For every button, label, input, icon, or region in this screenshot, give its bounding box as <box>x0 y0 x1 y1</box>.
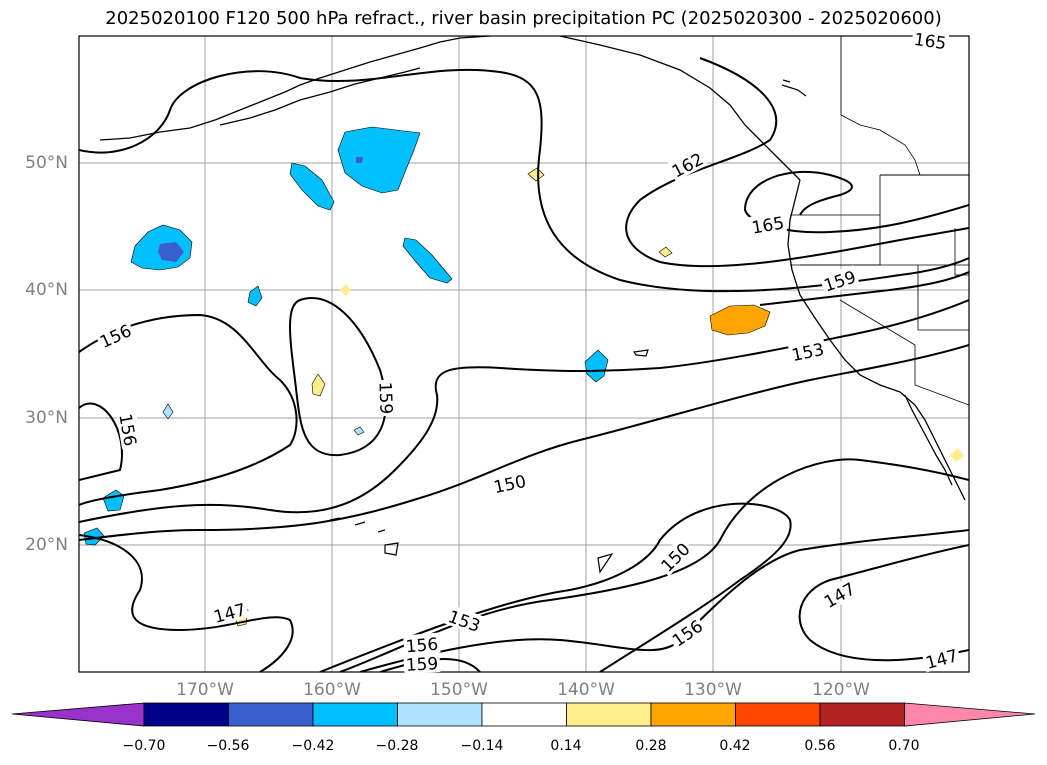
patch-pos-1 <box>709 304 771 336</box>
colorbar-tick-label: 0.28 <box>635 738 667 754</box>
state-border-5 <box>879 175 969 276</box>
island-3 <box>781 79 807 97</box>
patch-neg-10 <box>353 426 365 436</box>
contour-156-west <box>79 313 298 506</box>
patch-pos-7 <box>950 448 964 462</box>
contour-153 <box>79 299 969 523</box>
colorbar <box>11 702 1036 727</box>
graticule <box>79 36 969 672</box>
colorbar-segment <box>566 702 652 727</box>
contour-147-east <box>798 544 969 662</box>
patch-neg-5 <box>584 349 609 383</box>
map-title: 2025020100 F120 500 hPa refract., river … <box>105 8 942 29</box>
contour-lines <box>79 57 969 672</box>
gulf-alaska-coast <box>559 36 801 181</box>
colorbar-segment <box>228 702 314 727</box>
colorbar-segment <box>397 702 483 727</box>
alaska-coast <box>99 36 491 141</box>
contour-label: 159 <box>405 654 438 676</box>
patch-pos-4 <box>527 167 545 182</box>
patch-pos-5 <box>658 246 673 258</box>
contour-165 <box>743 170 969 234</box>
colorbar-tick-label: −0.70 <box>122 738 166 754</box>
contour-156-mid <box>79 402 123 481</box>
contour-label: 159 <box>374 381 395 414</box>
colorbar-tick-label: 0.42 <box>719 738 751 754</box>
patch-neg-2-core <box>158 242 184 262</box>
lon-label-120w: 120°W <box>812 680 870 700</box>
lon-label-130w: 130°W <box>684 680 742 700</box>
lon-label-170w: 170°W <box>176 680 234 700</box>
baja-coast <box>904 394 953 486</box>
map-content <box>79 36 969 672</box>
map-border <box>78 35 970 673</box>
colorbar-tick-label: −0.14 <box>460 738 504 754</box>
contour-150-lower <box>319 502 792 672</box>
island-2 <box>597 552 614 574</box>
colorbar-segment <box>650 702 736 727</box>
contour-162 <box>625 57 969 268</box>
patch-pos-2 <box>311 373 326 397</box>
contour-147-west <box>79 534 294 672</box>
patch-neg-9 <box>162 403 174 420</box>
map-frame <box>79 36 969 672</box>
contour-150 <box>79 344 969 541</box>
state-border-4 <box>917 265 969 331</box>
hawaii-islands <box>329 517 399 556</box>
lon-label-140w: 140°W <box>557 680 615 700</box>
negative-anomaly-patches <box>83 126 609 546</box>
colorbar-tick-label: 0.56 <box>804 738 836 754</box>
contour-159-loop <box>289 297 387 457</box>
bc-interior <box>840 36 921 176</box>
colorbar-tick-label: 0.14 <box>550 738 582 754</box>
contour-upper-ridge <box>79 68 969 293</box>
island-1 <box>632 349 649 357</box>
lat-label-50n: 50°N <box>25 153 68 173</box>
colorbar-tick-label: −0.28 <box>375 738 419 754</box>
us-west-coast <box>787 179 966 501</box>
patch-neg-6 <box>247 285 263 307</box>
lat-label-40n: 40°N <box>25 280 68 300</box>
patch-pos-6 <box>340 284 351 296</box>
patch-neg-4 <box>402 237 453 284</box>
contour-label: 165 <box>913 30 948 54</box>
lat-label-30n: 30°N <box>25 408 68 428</box>
colorbar-segment <box>312 702 398 727</box>
alaska-coast-2 <box>219 67 421 126</box>
patch-neg-1 <box>337 126 421 194</box>
colorbar-tick-label: −0.42 <box>291 738 335 754</box>
colorbar-extend-low <box>11 702 145 727</box>
colorbar-segment <box>735 702 821 727</box>
patch-neg-8 <box>83 527 105 546</box>
patch-neg-1-core <box>356 157 363 163</box>
colorbar-tick-label: −0.56 <box>206 738 250 754</box>
colorbar-segment <box>819 702 905 727</box>
colorbar-extend-high <box>904 702 1036 727</box>
lon-label-150w: 150°W <box>430 680 488 700</box>
colorbar-tick-label: 0.70 <box>888 738 920 754</box>
coastlines <box>99 36 969 574</box>
contour-label: 156 <box>405 635 439 658</box>
colorbar-segment <box>143 702 229 727</box>
lon-label-160w: 160°W <box>303 680 361 700</box>
contour-159-east <box>759 271 969 306</box>
colorbar-segment <box>481 702 567 727</box>
patch-neg-3 <box>289 162 335 211</box>
lat-label-20n: 20°N <box>25 535 68 555</box>
state-border-3 <box>839 299 969 406</box>
